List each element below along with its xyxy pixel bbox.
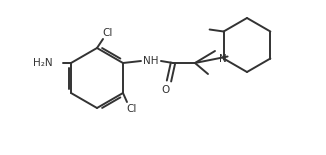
Text: O: O (162, 85, 170, 95)
Text: N: N (219, 55, 227, 64)
Text: Cl: Cl (103, 28, 113, 38)
Text: H₂N: H₂N (33, 58, 53, 68)
Text: NH: NH (143, 56, 159, 66)
Text: Cl: Cl (127, 104, 137, 114)
